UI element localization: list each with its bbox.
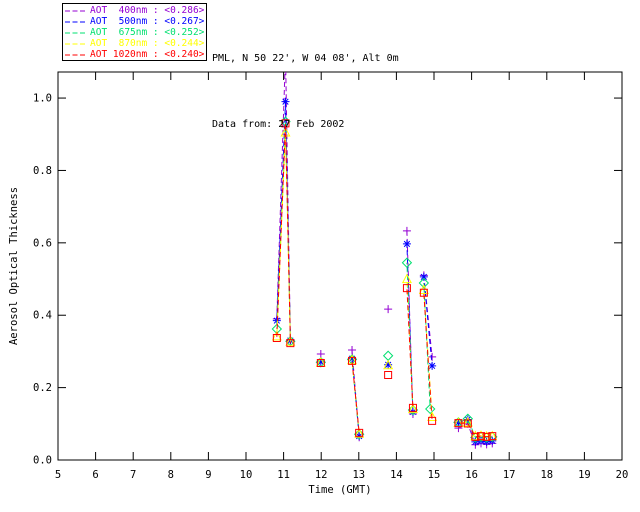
x-tick-label: 17 [503, 469, 516, 481]
legend-line-sample-icon [65, 43, 87, 44]
marker-plus-400nm [384, 305, 393, 314]
legend-item-675nm: AOT 675nm : <0.252> [65, 27, 206, 38]
marker-triangle-870nm [407, 403, 418, 414]
x-tick-label: 20 [616, 469, 629, 481]
legend-line-sample-icon [65, 54, 87, 55]
legend-line-sample-icon [65, 32, 87, 33]
x-tick-label: 9 [205, 469, 211, 481]
marker-square-1020nm [454, 419, 463, 428]
legend-item-400nm: AOT 400nm : <0.286> [65, 5, 206, 16]
series-line-870nm [458, 421, 493, 438]
x-tick-label: 18 [540, 469, 553, 481]
marker-triangle-870nm [401, 273, 412, 284]
series-line-500nm [423, 276, 433, 366]
y-tick-label: 0.8 [33, 165, 52, 177]
x-tick-label: 14 [390, 469, 403, 481]
legend-label: AOT 1020nm : <0.240> [90, 49, 205, 60]
marker-plus-400nm [348, 345, 357, 354]
y-tick-label: 0.2 [33, 382, 52, 394]
y-tick-label: 0.0 [33, 455, 52, 467]
legend-label: AOT 870nm : <0.244> [90, 38, 205, 49]
marker-asterisk-500nm [454, 418, 463, 427]
x-tick-label: 10 [240, 469, 253, 481]
y-tick-label: 0.6 [33, 237, 52, 249]
marker-square-1020nm [463, 419, 472, 428]
x-tick-label: 5 [55, 469, 61, 481]
x-axis-label: Time (GMT) [308, 484, 371, 496]
marker-triangle-870nm [271, 330, 282, 341]
marker-asterisk-500nm [419, 272, 428, 281]
marker-asterisk-500nm [316, 357, 325, 366]
x-tick-label: 6 [92, 469, 98, 481]
series-line-1020nm [276, 123, 291, 344]
series-line-675nm [458, 418, 493, 439]
marker-square-1020nm [272, 334, 281, 343]
marker-diamond-675nm [418, 277, 430, 289]
marker-asterisk-500nm [402, 239, 411, 248]
marker-square-1020nm [281, 119, 290, 128]
marker-asterisk-500nm [428, 361, 437, 370]
marker-triangle-870nm [462, 416, 473, 427]
x-tick-label: 7 [130, 469, 136, 481]
marker-square-1020nm [419, 288, 428, 297]
station-location: PML, N 50 22', W 04 08', Alt 0m [212, 53, 399, 64]
legend-line-sample-icon [65, 10, 87, 11]
series-line-675nm [406, 262, 414, 411]
legend: AOT 400nm : <0.286> AOT 500nm : <0.267> AO… [62, 3, 207, 61]
series-line-1020nm [406, 288, 414, 408]
marker-plus-400nm [316, 349, 325, 358]
marker-plus-400nm [402, 226, 411, 235]
data-date: Data from: 27 Feb 2002 [212, 119, 345, 130]
marker-triangle-870nm [285, 336, 296, 346]
marker-diamond-675nm [401, 257, 413, 268]
marker-asterisk-500nm [384, 360, 393, 369]
y-tick-label: 1.0 [33, 93, 52, 105]
series-line-1020nm [458, 422, 493, 438]
legend-label: AOT 400nm : <0.286> [90, 5, 205, 16]
marker-square-1020nm [355, 428, 364, 437]
x-tick-label: 13 [352, 469, 365, 481]
marker-triangle-870nm [383, 359, 394, 370]
x-tick-label: 16 [465, 469, 478, 481]
legend-line-sample-icon [65, 21, 87, 22]
legend-label: AOT 675nm : <0.252> [90, 27, 205, 38]
marker-square-1020nm [471, 432, 480, 441]
marker-square-1020nm [408, 403, 417, 412]
marker-diamond-675nm [382, 350, 394, 361]
marker-square-1020nm [384, 370, 393, 379]
marker-triangle-870nm [354, 427, 365, 438]
marker-triangle-870nm [427, 411, 438, 422]
marker-plus-400nm [428, 352, 437, 361]
marker-square-1020nm [482, 432, 491, 441]
x-tick-label: 15 [428, 469, 441, 481]
series-line-400nm [276, 72, 291, 340]
series-1020nm [272, 119, 497, 441]
marker-square-1020nm [316, 359, 325, 367]
marker-diamond-675nm [425, 403, 436, 415]
station-info: PML, N 50 22', W 04 08', Alt 0m Data fro… [212, 4, 399, 180]
series-line-1020nm [351, 360, 360, 433]
x-tick-label: 19 [578, 469, 591, 481]
marker-square-1020nm [348, 356, 357, 365]
marker-asterisk-500nm [348, 354, 357, 363]
legend-item-500nm: AOT 500nm : <0.267> [65, 16, 206, 27]
x-tick-label: 8 [168, 469, 174, 481]
legend-item-1020nm: AOT 1020nm : <0.240> [65, 49, 206, 60]
legend-label: AOT 500nm : <0.267> [90, 16, 205, 27]
legend-item-870nm: AOT 870nm : <0.244> [65, 38, 206, 49]
x-tick-label: 12 [315, 469, 328, 481]
marker-square-1020nm [477, 432, 485, 441]
x-tick-label: 11 [277, 469, 290, 481]
marker-square-1020nm [428, 416, 437, 425]
series-line-1020nm [423, 292, 433, 421]
y-axis-label: Aerosol Optical Thickness [8, 187, 20, 345]
marker-square-1020nm [402, 284, 411, 293]
marker-square-1020nm [488, 432, 497, 441]
marker-asterisk-500nm [281, 97, 290, 106]
plot-border [57, 71, 623, 461]
y-tick-label: 0.4 [33, 310, 52, 322]
marker-square-1020nm [286, 339, 295, 348]
